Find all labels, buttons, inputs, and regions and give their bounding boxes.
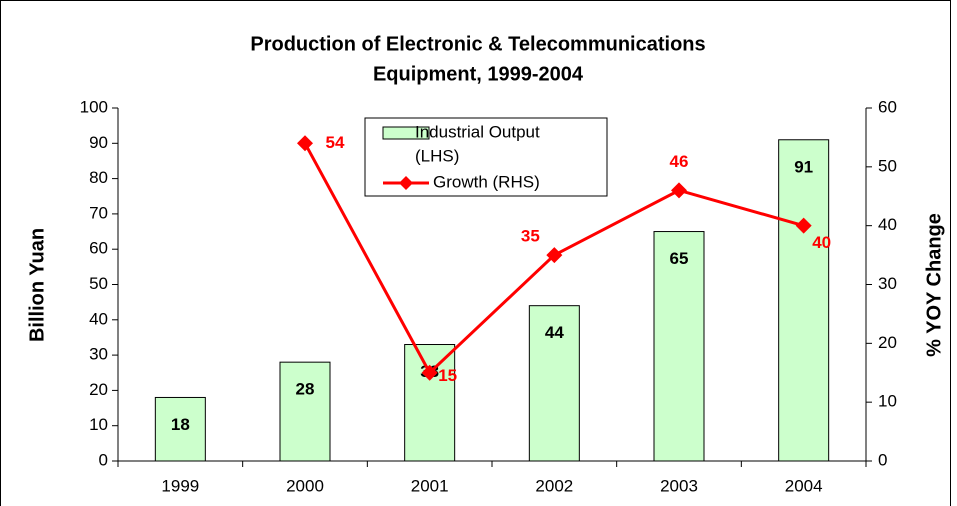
bar: [528, 305, 580, 462]
line-label: 35: [521, 227, 540, 246]
bar: [279, 361, 331, 462]
y2-tick-label: 50: [878, 156, 897, 175]
x-tick-label: 2003: [660, 476, 698, 495]
line-marker: [671, 182, 687, 199]
y-tick-label: 30: [89, 345, 108, 364]
bar-label: 28: [296, 380, 315, 399]
line-marker: [297, 135, 313, 152]
legend-swatch: [382, 126, 430, 140]
bar: [653, 231, 705, 462]
bar: [404, 344, 456, 462]
y-tick-label: 40: [89, 309, 108, 328]
bar: [154, 396, 206, 462]
x-tick-label: 1999: [161, 476, 199, 495]
y-tick-label: 50: [89, 274, 108, 293]
bar-label: 91: [794, 157, 813, 176]
line-label: 40: [812, 233, 831, 252]
line-marker: [546, 247, 563, 264]
y2-tick-label: 10: [878, 392, 897, 411]
y2-tick-label: 60: [878, 97, 897, 116]
y-tick-label: 80: [89, 168, 108, 187]
x-tick-label: 2001: [411, 476, 449, 495]
line-marker: [421, 364, 438, 381]
y-tick-label: 0: [99, 450, 108, 469]
y-tick-label: 90: [89, 133, 108, 152]
y2-tick-label: 20: [878, 333, 897, 352]
legend: Industrial Output (LHS) Growth (RHS): [364, 117, 608, 197]
x-tick-label: 2000: [286, 476, 324, 495]
bar-label: 18: [171, 415, 190, 434]
bar-label: 44: [545, 323, 564, 342]
x-tick-label: 2004: [785, 476, 823, 495]
y-tick-label: 20: [89, 380, 108, 399]
y-tick-label: 60: [89, 239, 108, 258]
line-label: 46: [670, 152, 689, 171]
legend-label: Industrial Output: [415, 122, 540, 141]
y2-tick-label: 40: [878, 215, 897, 234]
legend-label: Growth (RHS): [433, 172, 540, 191]
x-tick-label: 2002: [535, 476, 573, 495]
chart-title: Equipment, 1999-2004: [373, 63, 584, 85]
y2-axis-title: % YOY Change: [923, 213, 945, 357]
line-label: 54: [326, 133, 345, 152]
line-marker: [795, 217, 812, 234]
y-tick-label: 10: [89, 415, 108, 434]
y-axis-title: Billion Yuan: [26, 228, 48, 342]
y-tick-label: 100: [80, 97, 108, 116]
y-tick-label: 70: [89, 203, 108, 222]
bar: [778, 139, 830, 462]
legend-swatch: [399, 176, 413, 190]
y2-tick-label: 0: [878, 450, 887, 469]
chart-title: Production of Electronic & Telecommunica…: [250, 33, 705, 55]
y2-tick-label: 30: [878, 274, 897, 293]
legend-label: (LHS): [415, 146, 459, 165]
bar-label: 65: [670, 249, 689, 268]
line-label: 15: [438, 366, 457, 385]
